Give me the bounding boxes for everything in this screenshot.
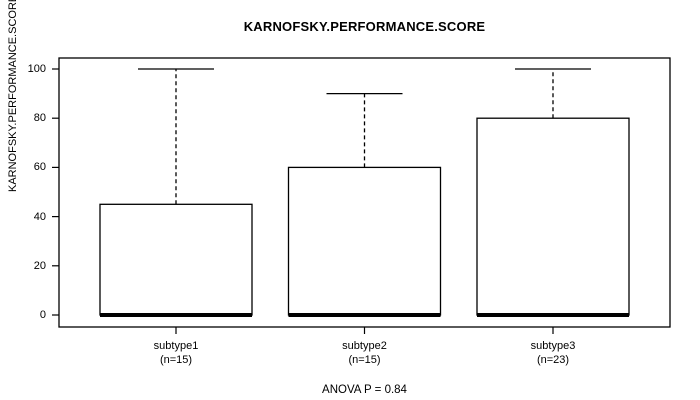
group-n: (n=23)	[536, 354, 570, 366]
x-category-label: subtype3 (n=23)	[477, 339, 629, 367]
x-category-label: subtype2 (n=15)	[289, 339, 441, 367]
group-n: (n=15)	[159, 354, 193, 366]
group-name: subtype2	[342, 340, 387, 352]
y-tick-label: 20	[33, 259, 46, 272]
y-tick-label: 0	[39, 309, 46, 321]
iqr-box	[99, 203, 253, 316]
group-name: subtype1	[153, 340, 199, 352]
y-tick-label: 80	[33, 112, 46, 125]
y-tick-label: 40	[33, 210, 46, 223]
x-category-label: subtype1 (n=15)	[100, 339, 252, 367]
y-tick-label: 100	[27, 63, 46, 75]
group-name: subtype3	[530, 340, 576, 352]
iqr-box	[287, 166, 442, 316]
iqr-box	[476, 117, 630, 316]
y-tick-label: 60	[33, 161, 46, 174]
chart-title: KARNOFSKY.PERFORMANCE.SCORE	[243, 19, 486, 34]
anova-annotation: ANOVA P = 0.84	[322, 384, 407, 396]
group-n: (n=15)	[348, 354, 381, 366]
